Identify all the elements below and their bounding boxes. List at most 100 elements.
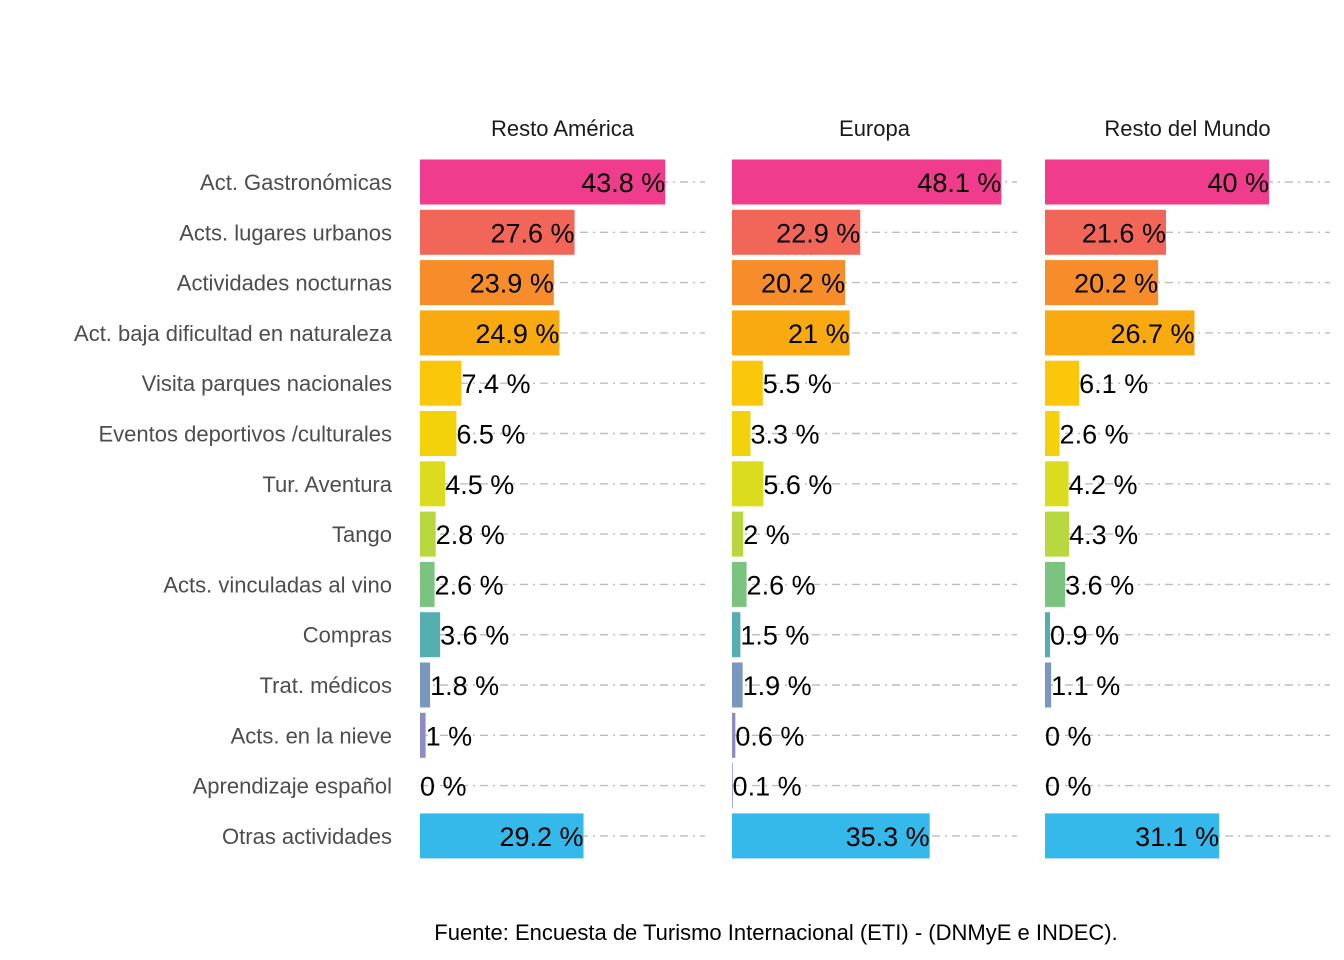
source-caption: Fuente: Encuesta de Turismo Internaciona… bbox=[434, 920, 1117, 945]
gridlines bbox=[420, 181, 1330, 837]
value-label: 2.8 % bbox=[436, 520, 505, 550]
value-label: 0.6 % bbox=[735, 721, 804, 751]
bar bbox=[420, 159, 666, 205]
value-label: 1.5 % bbox=[740, 621, 809, 651]
value-label: 5.6 % bbox=[763, 470, 832, 500]
value-labels: 43.8 %27.6 % 23.9 % 24.9 % 7.4 % 6.5 % 4.5 % 2… bbox=[420, 168, 1269, 852]
bar bbox=[1045, 411, 1060, 456]
bar bbox=[1045, 310, 1195, 356]
value-label: 21 % bbox=[788, 319, 850, 349]
bar bbox=[420, 612, 441, 658]
value-label: 23.9 % bbox=[470, 269, 554, 299]
category-label: Acts. vinculadas al vino bbox=[163, 572, 392, 597]
category-label: Acts. lugares urbanos bbox=[179, 220, 392, 245]
bar bbox=[1045, 360, 1080, 406]
category-label: Tango bbox=[332, 522, 392, 547]
value-label: 24.9 % bbox=[475, 319, 559, 349]
value-label: 2.6 % bbox=[1060, 420, 1129, 450]
bar bbox=[1045, 461, 1069, 507]
category-label: Compras bbox=[303, 623, 392, 648]
bar bbox=[732, 712, 736, 758]
value-label: 1.8 % bbox=[430, 671, 499, 701]
value-label: 31.1 % bbox=[1135, 822, 1219, 852]
bar bbox=[732, 209, 861, 255]
bar bbox=[732, 561, 747, 607]
bar bbox=[1045, 662, 1052, 708]
bar bbox=[420, 813, 584, 859]
value-label: 3.6 % bbox=[440, 621, 509, 651]
bar bbox=[1045, 511, 1070, 557]
value-label: 20.2 % bbox=[1074, 269, 1158, 299]
bar bbox=[1045, 561, 1066, 607]
category-label: Acts. en la nieve bbox=[231, 723, 392, 748]
value-label: 27.6 % bbox=[490, 218, 574, 248]
value-label: 43.8 % bbox=[581, 168, 665, 198]
bar bbox=[732, 310, 850, 356]
bar bbox=[420, 209, 575, 255]
value-label: 7.4 % bbox=[461, 369, 530, 399]
bar bbox=[1045, 612, 1051, 658]
category-label: Tur. Aventura bbox=[262, 472, 392, 497]
bar bbox=[420, 411, 457, 456]
value-label: 2.6 % bbox=[435, 570, 504, 600]
bar bbox=[420, 260, 554, 306]
bar bbox=[732, 813, 930, 859]
bar bbox=[732, 662, 743, 708]
value-label: 40 % bbox=[1207, 168, 1269, 198]
value-label: 29.2 % bbox=[499, 822, 583, 852]
category-label: Visita parques nacionales bbox=[142, 371, 392, 396]
bar bbox=[732, 260, 846, 306]
panel-title: Resto del Mundo bbox=[1104, 116, 1270, 141]
panel-title: Resto América bbox=[491, 116, 635, 141]
value-label: 35.3 % bbox=[846, 822, 930, 852]
bar bbox=[732, 612, 741, 658]
value-label: 4.2 % bbox=[1069, 470, 1138, 500]
category-label: Act. baja dificultad en naturaleza bbox=[74, 321, 393, 346]
value-label: 0 % bbox=[1045, 721, 1092, 751]
value-label: 0 % bbox=[1045, 772, 1092, 802]
value-label: 5.5 % bbox=[763, 369, 832, 399]
bar bbox=[732, 511, 744, 557]
value-label: 2.6 % bbox=[747, 570, 816, 600]
bar bbox=[732, 411, 751, 456]
value-label: 26.7 % bbox=[1110, 319, 1194, 349]
category-axis: Act. Gastronómicas Acts. lugares urbanos A… bbox=[74, 170, 393, 849]
value-label: 48.1 % bbox=[917, 168, 1001, 198]
bars bbox=[420, 159, 1269, 859]
bar bbox=[732, 159, 1002, 205]
bar bbox=[732, 763, 733, 809]
value-label: 3.3 % bbox=[750, 420, 819, 450]
value-label: 0 % bbox=[420, 772, 467, 802]
bar bbox=[420, 360, 462, 406]
value-label: 3.6 % bbox=[1065, 570, 1134, 600]
bar bbox=[732, 360, 763, 406]
bar bbox=[1045, 209, 1166, 255]
panel-title: Europa bbox=[839, 116, 911, 141]
value-label: 1.9 % bbox=[743, 671, 812, 701]
value-label: 6.5 % bbox=[456, 420, 525, 450]
bar bbox=[420, 310, 560, 356]
value-label: 20.2 % bbox=[761, 269, 845, 299]
panel-titles: Resto América Europa Resto del Mundo bbox=[491, 116, 1271, 141]
value-label: 1 % bbox=[426, 721, 473, 751]
category-label: Aprendizaje español bbox=[193, 774, 392, 799]
bar bbox=[732, 461, 764, 507]
value-label: 6.1 % bbox=[1079, 369, 1148, 399]
value-label: 4.3 % bbox=[1069, 520, 1138, 550]
bar bbox=[420, 561, 435, 607]
bar bbox=[420, 662, 431, 708]
value-label: 0.1 % bbox=[733, 772, 802, 802]
value-label: 22.9 % bbox=[776, 218, 860, 248]
category-label: Trat. médicos bbox=[260, 673, 392, 698]
value-label: 21.6 % bbox=[1082, 218, 1166, 248]
category-label: Act. Gastronómicas bbox=[200, 170, 392, 195]
bar bbox=[420, 461, 446, 507]
bar bbox=[420, 511, 436, 557]
bar bbox=[420, 712, 426, 758]
value-label: 4.5 % bbox=[445, 470, 514, 500]
category-label: Otras actividades bbox=[222, 824, 392, 849]
bar bbox=[1045, 159, 1269, 205]
value-label: 0.9 % bbox=[1050, 621, 1119, 651]
value-label: 2 % bbox=[743, 520, 790, 550]
